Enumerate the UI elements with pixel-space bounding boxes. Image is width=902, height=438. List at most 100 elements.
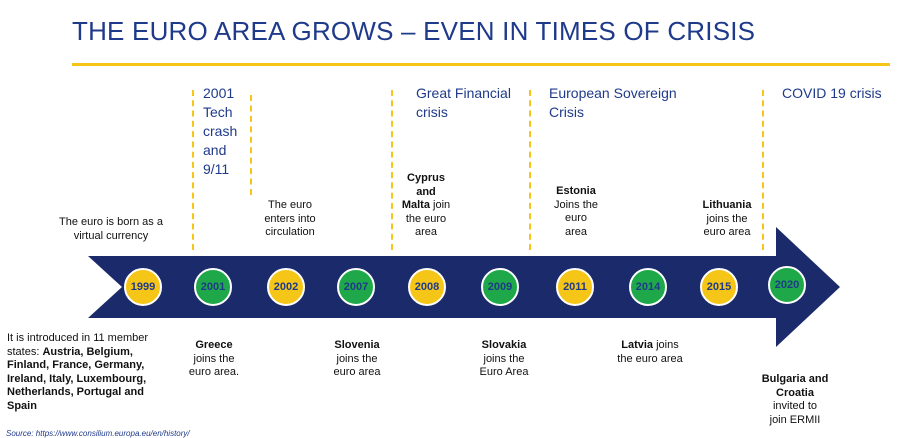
event-text-line: Malta join: [384, 199, 468, 213]
event-text-segment: Croatia: [776, 386, 814, 399]
event-text-segment: joins the: [706, 212, 748, 225]
event-text-line: The euro: [254, 199, 326, 213]
title-underline: [72, 63, 890, 66]
timeline-arrow-shape: [88, 227, 840, 347]
event-text-line: Slovenia: [322, 339, 392, 353]
event-text-segment: joins the: [336, 352, 378, 365]
event-text-segment: invited to: [772, 400, 818, 413]
event-text-segment: states:: [7, 345, 43, 358]
event-text-segment: Ireland, Italy, Luxembourg,: [7, 372, 147, 385]
event-text-segment: Slovenia: [334, 339, 380, 351]
event-2009-slovakia: Slovakia joins the Euro Area: [468, 339, 540, 380]
event-text-line: It is introduced in 11 member: [7, 332, 177, 346]
event-text-segment: The euro: [267, 199, 313, 211]
event-text-line: Bulgaria and: [752, 373, 838, 387]
event-text-segment: euro area: [703, 226, 751, 239]
event-text-segment: Estonia: [556, 185, 596, 197]
page-title: THE EURO AREA GROWS – EVEN IN TIMES OF C…: [72, 16, 756, 46]
event-text-line: Finland, France, Germany,: [7, 359, 177, 373]
event-text-line: circulation: [254, 226, 326, 240]
year-2014-marker: 2014: [629, 268, 667, 306]
crisis-label-1: 2001 Tech crash and 9/11: [203, 84, 237, 179]
crisis-label-line: crash: [203, 123, 238, 139]
event-text-line: Latvia joins: [610, 339, 690, 353]
event-text-line: Cyprus: [384, 172, 468, 186]
year-2020-marker: 2020: [768, 266, 806, 304]
year-2007-marker: 2007: [337, 268, 375, 306]
event-text-segment: and: [416, 185, 436, 198]
event-text-segment: The euro is born as a: [59, 216, 163, 228]
event-text-segment: Latvia: [621, 339, 654, 351]
event-text-line: enters into: [254, 213, 326, 227]
event-text-line: euro: [540, 212, 612, 226]
year-2002-marker: 2002: [267, 268, 305, 306]
event-text-segment: join ERMII: [769, 413, 821, 426]
source-note: Source: https://www.consilium.europa.eu/…: [6, 429, 190, 438]
separator-3: [391, 90, 393, 250]
event-text-line: area: [384, 226, 468, 240]
event-text-line: euro area: [692, 226, 762, 240]
event-text-line: Greece: [184, 339, 244, 353]
event-text-segment: enters into: [264, 212, 316, 225]
event-text-line: Joins the: [540, 199, 612, 213]
year-2009-marker: 2009: [481, 268, 519, 306]
separator-5: [762, 90, 764, 250]
event-text-segment: Netherlands, Portugal and: [7, 386, 144, 399]
event-1999: The euro is born as a virtual currency: [46, 216, 176, 243]
crisis-label-2: Great Financial crisis: [416, 84, 511, 122]
event-2007-slovenia: Slovenia joins the euro area: [322, 339, 392, 380]
event-text-line: and: [384, 186, 468, 200]
crisis-label-3: European Sovereign Crisis: [549, 84, 677, 122]
event-text-segment: circulation: [265, 226, 315, 239]
event-text-segment: Austria, Belgium,: [42, 345, 133, 358]
event-text-line: the euro: [384, 213, 468, 227]
year-2001-marker: 2001: [194, 268, 232, 306]
event-text-segment: virtual currency: [73, 229, 149, 242]
event-text-segment: Euro Area: [479, 366, 529, 379]
crisis-label-line: 2001: [203, 85, 235, 101]
event-text-segment: joins the: [193, 352, 235, 365]
event-text-segment: euro: [564, 212, 588, 225]
event-text-segment: Joins the: [553, 198, 599, 211]
event-2011: Estonia Joins the euro area: [540, 185, 612, 239]
event-text-segment: area: [414, 226, 438, 239]
event-text-segment: Spain: [7, 399, 37, 412]
event-text-line: Euro Area: [468, 366, 540, 380]
separator-1: [192, 90, 194, 250]
crisis-label-line: crisis: [416, 104, 448, 120]
event-text-line: Estonia: [540, 185, 612, 199]
event-text-line: virtual currency: [46, 230, 176, 244]
year-2015-marker: 2015: [700, 268, 738, 306]
year-2011-marker: 2011: [556, 268, 594, 306]
event-2001-greece: Greece joins the euro area.: [184, 339, 244, 380]
crisis-label-line: Crisis: [549, 104, 584, 120]
event-text-segment: Malta: [401, 199, 430, 212]
year-1999-marker: 1999: [124, 268, 162, 306]
event-text-segment: Finland, France, Germany,: [7, 359, 145, 372]
event-text-line: euro area: [322, 366, 392, 380]
event-text-segment: Bulgaria and: [761, 373, 829, 385]
crisis-label-line: COVID 19 crisis: [782, 85, 882, 101]
event-text-line: joins the: [184, 353, 244, 367]
event-text-line: states: Austria, Belgium,: [7, 346, 177, 360]
event-text-segment: euro area: [333, 366, 381, 379]
event-text-segment: join: [429, 199, 451, 212]
event-text-segment: joins the: [483, 352, 525, 365]
event-text-segment: Slovakia: [481, 339, 527, 351]
event-text-line: euro area.: [184, 366, 244, 380]
event-text-line: join ERMII: [752, 414, 838, 428]
event-text-line: invited to: [752, 400, 838, 414]
event-2002: The euro enters into circulation: [254, 199, 326, 240]
event-text-line: the euro area: [610, 353, 690, 367]
crisis-label-line: 9/11: [203, 161, 230, 177]
event-2008: Cyprus and Malta join the euro area: [384, 172, 468, 240]
event-text-line: Lithuania: [692, 199, 762, 213]
event-1999-members: It is introduced in 11 member states: Aus…: [7, 332, 177, 414]
crisis-label-line: Tech: [203, 104, 233, 120]
separator-2: [250, 95, 252, 195]
event-2014-latvia: Latvia joins the euro area: [610, 339, 690, 366]
event-text-segment: It is introduced in 11 member: [7, 332, 149, 344]
event-text-line: Spain: [7, 400, 177, 414]
crisis-label-line: Great Financial: [416, 85, 511, 101]
